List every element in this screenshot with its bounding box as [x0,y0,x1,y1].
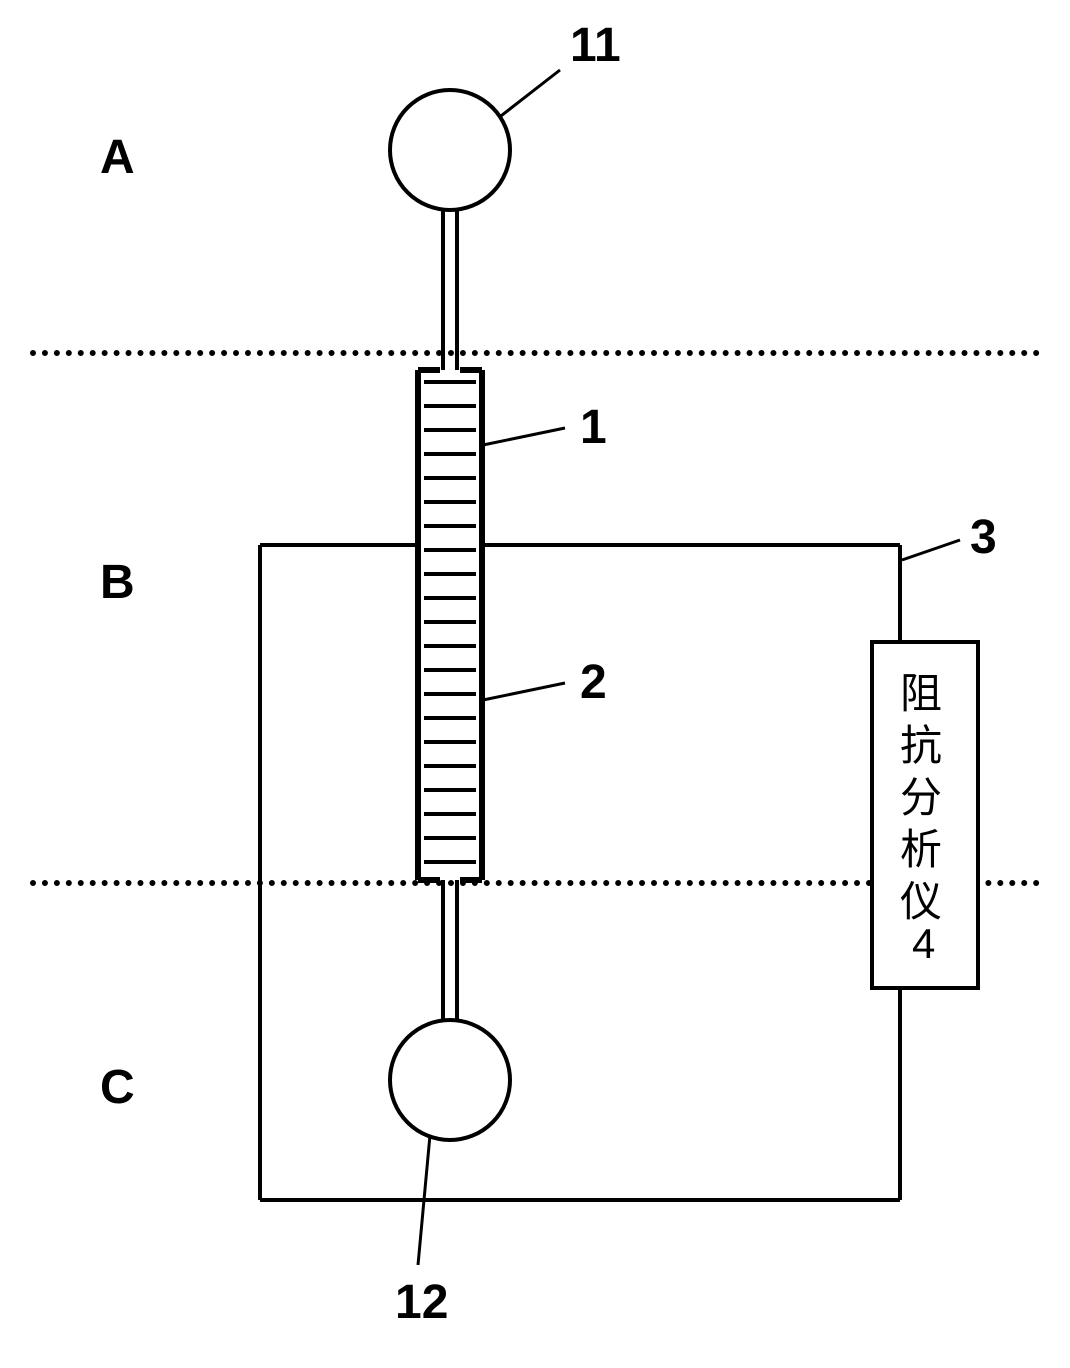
leader-12 [0,0,1070,1368]
label-12: 12 [395,1275,448,1330]
